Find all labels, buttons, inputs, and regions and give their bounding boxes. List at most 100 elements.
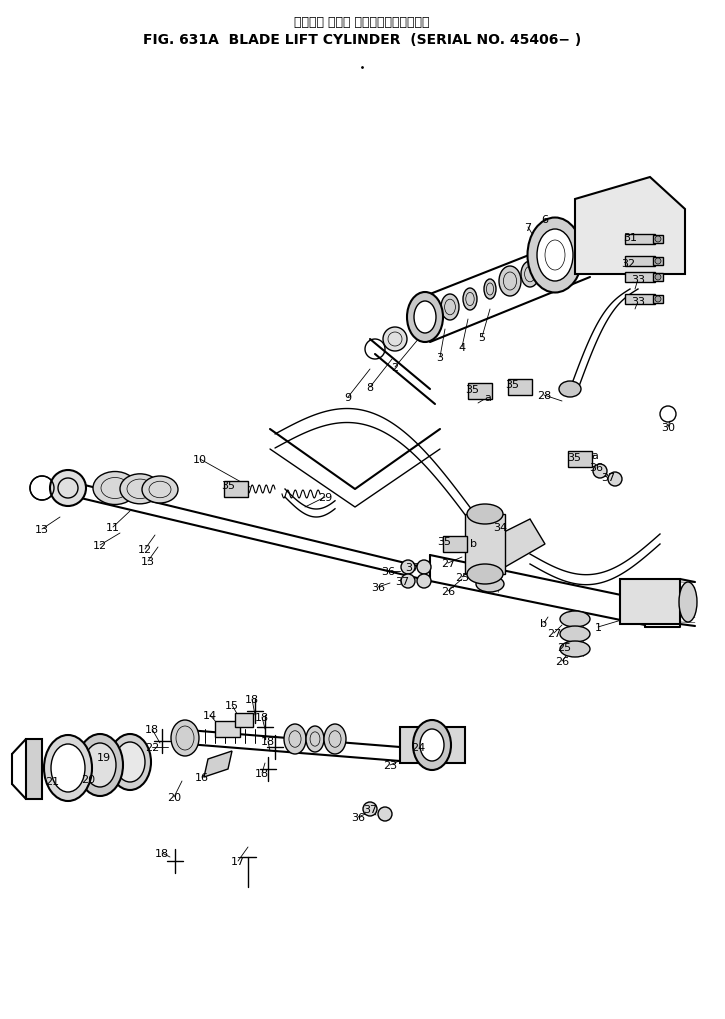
Text: 17: 17 [231,856,245,866]
Text: 31: 31 [623,232,637,243]
Text: 7: 7 [524,223,531,232]
Text: 21: 21 [45,776,59,787]
Bar [568,451,592,468]
Circle shape [50,471,86,506]
Bar [443,536,467,552]
Text: 37: 37 [405,562,419,573]
Text: 1: 1 [594,623,602,633]
Text: 18: 18 [255,768,269,779]
Ellipse shape [478,562,502,577]
Ellipse shape [476,546,504,562]
Text: 36: 36 [381,567,395,577]
Polygon shape [26,739,42,799]
Ellipse shape [441,294,459,321]
Bar [625,273,655,282]
Text: 35: 35 [437,536,451,546]
Text: 13: 13 [141,556,155,567]
Ellipse shape [560,641,590,657]
Text: 9: 9 [344,392,352,403]
Bar [653,258,663,266]
Bar [235,713,253,728]
Bar [224,482,248,497]
Text: 2: 2 [392,363,399,373]
Text: 4: 4 [458,342,465,353]
Circle shape [593,465,607,479]
Circle shape [363,802,377,816]
Text: 30: 30 [661,423,675,433]
Circle shape [655,259,661,265]
Text: 25: 25 [455,573,469,583]
Text: 24: 24 [411,742,425,752]
Circle shape [655,275,661,280]
Text: 22: 22 [145,742,159,752]
Text: 13: 13 [35,525,49,535]
Bar [653,296,663,304]
Ellipse shape [484,280,496,300]
Text: 33: 33 [631,275,645,284]
Text: 6: 6 [542,215,549,225]
Text: ブレード リフト シリンダー　適用号機: ブレード リフト シリンダー 適用号機 [294,15,430,29]
Text: 27: 27 [547,629,561,638]
Text: 35: 35 [221,481,235,490]
Text: 20: 20 [81,774,95,785]
Text: 5: 5 [478,332,486,342]
Bar [468,383,492,399]
Ellipse shape [467,504,503,525]
Text: 10: 10 [193,454,207,465]
Ellipse shape [679,583,697,623]
Text: 16: 16 [195,772,209,783]
Text: 19: 19 [97,752,111,762]
Ellipse shape [120,475,160,504]
Circle shape [401,575,415,588]
Text: 18: 18 [261,737,275,746]
Text: a: a [592,450,598,461]
Text: 29: 29 [318,492,332,502]
Text: a: a [484,392,492,403]
Text: 11: 11 [106,523,120,533]
Ellipse shape [463,288,477,311]
Ellipse shape [559,382,581,397]
Text: 26: 26 [441,586,455,596]
Circle shape [655,297,661,303]
Polygon shape [575,178,685,275]
Text: 23: 23 [383,760,397,770]
Ellipse shape [306,727,324,752]
Text: 18: 18 [155,848,169,858]
Ellipse shape [560,611,590,628]
Bar [625,234,655,245]
Circle shape [383,328,407,352]
Text: 36: 36 [371,583,385,592]
Circle shape [401,560,415,575]
Text: 36: 36 [351,812,365,822]
Ellipse shape [324,725,346,754]
Polygon shape [490,520,545,568]
Ellipse shape [51,744,85,792]
Ellipse shape [93,472,137,505]
Ellipse shape [171,720,199,756]
Bar [625,294,655,305]
Ellipse shape [537,229,573,281]
Text: 26: 26 [555,656,569,666]
Text: 33: 33 [631,297,645,307]
Circle shape [378,807,392,821]
Ellipse shape [560,627,590,642]
Ellipse shape [415,304,435,331]
Bar [465,515,505,575]
Text: 27: 27 [441,558,455,569]
Ellipse shape [476,577,504,592]
Ellipse shape [142,477,178,503]
Text: 37: 37 [395,577,409,586]
Text: 34: 34 [493,523,507,533]
Text: 18: 18 [145,725,159,735]
Text: 18: 18 [245,694,259,704]
Text: 35: 35 [567,452,581,463]
Bar [215,721,240,738]
Ellipse shape [109,735,151,790]
Text: 32: 32 [621,259,635,269]
Ellipse shape [467,565,503,585]
Bar [653,274,663,281]
Ellipse shape [413,720,451,770]
Text: 35: 35 [505,380,519,389]
Text: 20: 20 [167,792,181,802]
Text: 18: 18 [255,712,269,722]
